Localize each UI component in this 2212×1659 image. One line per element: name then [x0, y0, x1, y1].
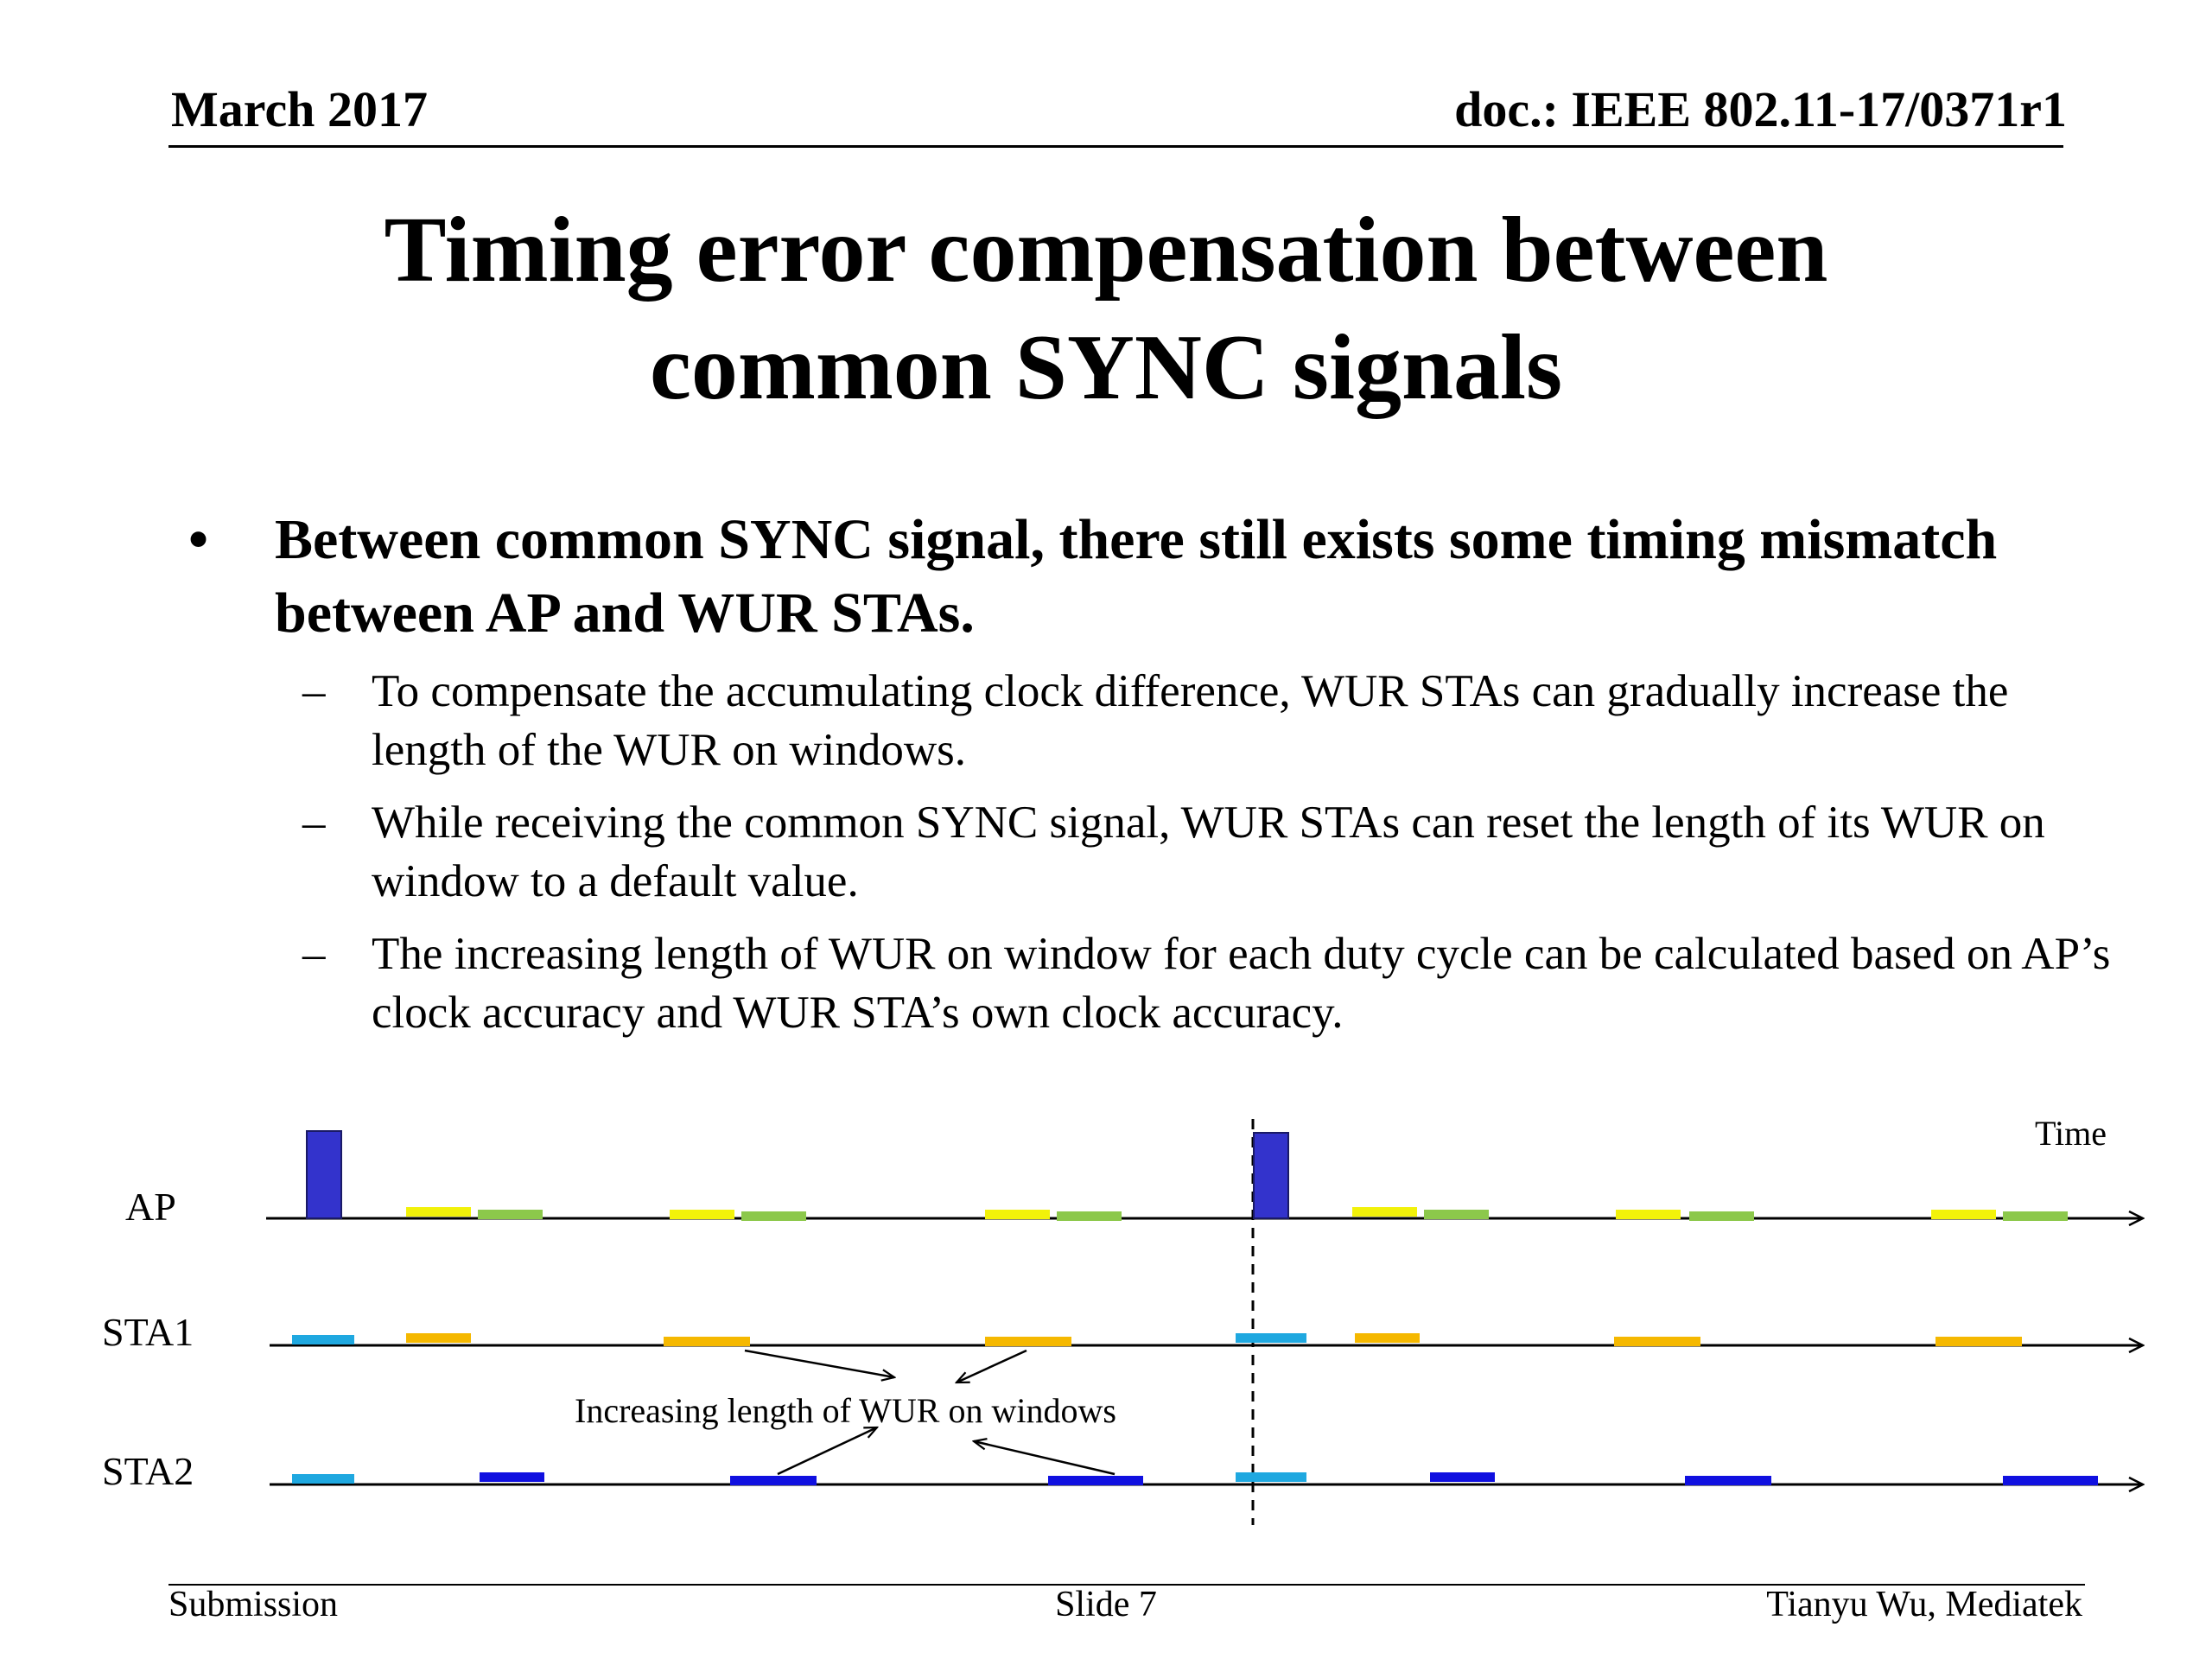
ap-window-green	[478, 1210, 543, 1219]
sub-bullet-marker: –	[302, 666, 326, 716]
ap-sync-signal	[306, 1130, 342, 1219]
sta2-sync-window	[1236, 1472, 1306, 1482]
header-rule	[168, 145, 2063, 148]
footer-slide-number: Slide 7	[1055, 1585, 1157, 1624]
sta1-wur-on-window	[406, 1333, 471, 1343]
sub-bullet-text: To compensate the accumulating clock dif…	[372, 666, 2009, 775]
time-axis-label: Time	[2035, 1114, 2107, 1153]
sta2-wur-on-window	[730, 1476, 817, 1485]
annotation-arrow	[974, 1441, 1116, 1476]
sta1-sync-window	[292, 1335, 354, 1344]
bullet-marker: •	[188, 508, 209, 571]
sta1-wur-on-window	[1936, 1337, 2022, 1346]
annotation-label: Increasing length of WUR on windows	[575, 1391, 1116, 1430]
ap-window-yellow	[1616, 1210, 1681, 1219]
sta2-wur-on-window	[2003, 1476, 2098, 1485]
sta2-wur-on-window	[1048, 1476, 1143, 1485]
sta1-wur-on-window	[1614, 1337, 1700, 1346]
slide-title: Timing error compensation between common…	[0, 192, 2212, 427]
ap-window-yellow	[1352, 1207, 1417, 1217]
sta1-wur-on-window	[1355, 1333, 1420, 1343]
ap-window-yellow	[1931, 1210, 1996, 1219]
title-line-1: Timing error compensation between	[384, 199, 1828, 302]
sta2-wur-on-window	[1685, 1476, 1771, 1485]
sta2-wur-on-window	[480, 1472, 544, 1482]
annotation-arrow	[777, 1427, 877, 1476]
sub-bullet-marker: –	[302, 929, 326, 979]
ap-window-yellow	[406, 1207, 471, 1217]
header-doc-id: doc.: IEEE 802.11-17/0371r1	[1454, 81, 2067, 137]
ap-window-green	[1689, 1211, 1754, 1221]
row-label-sta1: STA1	[102, 1310, 194, 1354]
title-line-2: common SYNC signals	[649, 316, 1563, 419]
bullet-text: Between common SYNC signal, there still …	[275, 508, 1998, 645]
ap-window-yellow	[670, 1210, 734, 1219]
footer-author: Tianyu Wu, Mediatek	[1766, 1585, 2082, 1624]
annotation-arrow	[957, 1349, 1027, 1382]
footer-submission: Submission	[168, 1585, 339, 1624]
ap-window-green	[1057, 1211, 1122, 1221]
row-label-sta2: STA2	[102, 1449, 194, 1493]
ap-window-green	[1424, 1210, 1489, 1219]
sta1-sync-window	[1236, 1333, 1306, 1343]
sta2-sync-window	[292, 1474, 354, 1484]
footer-rule	[168, 1584, 2085, 1586]
ap-window-yellow	[985, 1210, 1050, 1219]
sub-bullet-text: While receiving the common SYNC signal, …	[372, 798, 2045, 906]
annotation-arrow	[744, 1349, 894, 1377]
ap-window-green	[2003, 1211, 2068, 1221]
ap-window-green	[741, 1211, 806, 1221]
sta1-wur-on-window	[664, 1337, 750, 1346]
header-date: March 2017	[171, 81, 428, 137]
sta2-wur-on-window	[1430, 1472, 1495, 1482]
sub-bullet-marker: –	[302, 798, 326, 848]
sta1-wur-on-window	[985, 1337, 1071, 1346]
row-label-ap: AP	[125, 1185, 176, 1229]
ap-sync-signal	[1253, 1132, 1289, 1219]
sub-bullet-text: The increasing length of WUR on window f…	[372, 929, 2111, 1038]
